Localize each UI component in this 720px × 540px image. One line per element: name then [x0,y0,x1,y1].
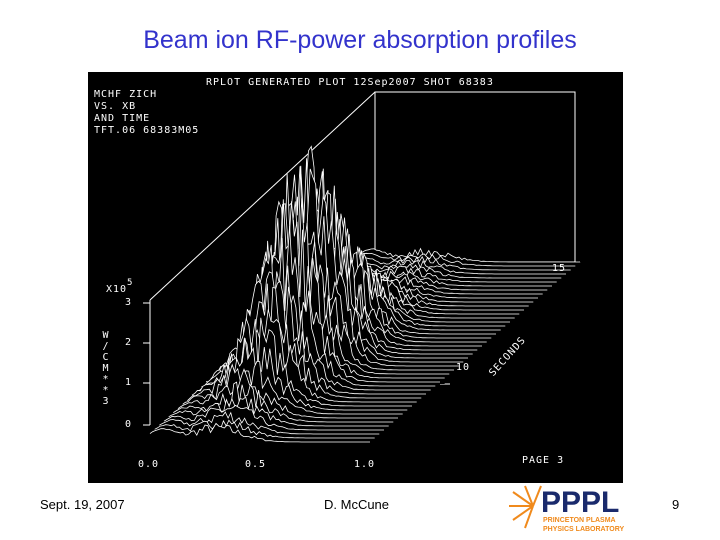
logo-line: PRINCETON PLASMA [543,517,616,524]
slice-line [341,263,562,279]
y-tick-label: 2 [125,337,133,348]
x-tick-label: 0.0 [138,459,160,470]
y-tick-label: 3 [125,297,133,308]
frame-diagonal [149,91,376,301]
slice-line [159,411,380,435]
logo-line: PHYSICS LABORATORY [543,526,624,533]
plot-image: RPLOT GENERATED PLOT 12Sep2007 SHOT 6838… [88,72,623,483]
page-label: PAGE 3 [522,455,565,466]
slice-line [350,255,571,271]
frame [374,91,576,263]
scale-label: X10 [106,284,128,295]
plot-info: MCHF ZICH [94,89,158,100]
x-tick-label: 0.5 [245,459,267,470]
slice-line [168,396,389,427]
footer-author: D. McCune [324,497,390,512]
waterfall [143,91,581,448]
plot-info: AND TIME [94,113,151,124]
y-tick-label: 1 [125,377,133,388]
logo-name: PPPL [541,486,619,519]
slice-line [163,404,384,431]
slice-line [355,252,576,267]
slice-fill [150,423,370,448]
slice-line [154,419,375,439]
footer-page-number: 9 [672,497,680,512]
slice-line [149,422,370,443]
footer-date: Sept. 19, 2007 [40,497,125,512]
slice-line [336,265,557,283]
slice-line [182,360,403,415]
slice-line [177,368,398,419]
y-tick-label: 0 [125,419,133,430]
t-tick-label: 15 [552,263,567,274]
x-tick-label: 1.0 [354,459,376,470]
slide-title: Beam ion RF-power absorption profiles [143,26,577,54]
plot-header: RPLOT GENERATED PLOT 12Sep2007 SHOT 6838… [206,77,494,88]
slice-line [191,317,412,407]
plot-info: VS. XB [94,101,137,112]
logo-burst [509,485,542,529]
plot-info: TFT.06 68383M05 [94,125,200,136]
scale-exponent: 5 [127,278,134,288]
y-axis-label: W/CM**3 [100,330,111,407]
t-tick-label: 10 [456,362,471,373]
slice-line [359,247,580,263]
logo: PPPL PRINCETON PLASMA PHYSICS LABORATORY [509,485,624,533]
slice-line [345,259,566,275]
